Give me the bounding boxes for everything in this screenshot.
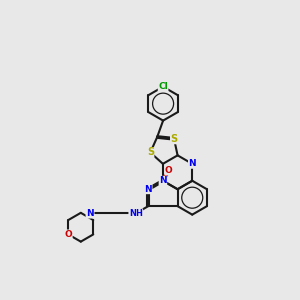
Text: N: N: [159, 176, 167, 185]
Text: O: O: [165, 166, 173, 175]
Text: O: O: [64, 230, 72, 239]
Text: N: N: [86, 209, 94, 218]
Text: NH: NH: [129, 209, 143, 218]
Text: S: S: [170, 134, 178, 144]
Text: N: N: [188, 159, 196, 168]
Text: N: N: [144, 185, 152, 194]
Text: N: N: [86, 209, 94, 218]
Text: S: S: [147, 148, 154, 158]
Text: Cl: Cl: [158, 82, 168, 91]
